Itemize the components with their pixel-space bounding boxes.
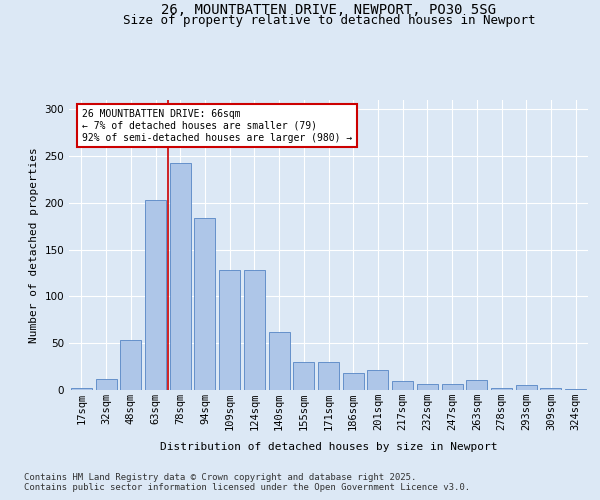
Text: Contains HM Land Registry data © Crown copyright and database right 2025.: Contains HM Land Registry data © Crown c… (24, 472, 416, 482)
Bar (170, 162, 191, 390)
Text: Size of property relative to detached houses in Newport: Size of property relative to detached ho… (122, 14, 535, 27)
Text: Distribution of detached houses by size in Newport: Distribution of detached houses by size … (160, 442, 497, 452)
Y-axis label: Number of detached properties: Number of detached properties (29, 147, 39, 343)
Bar (565, 389, 586, 390)
Bar (145, 200, 166, 390)
Bar (120, 340, 141, 390)
Bar (417, 384, 438, 390)
Bar (194, 218, 215, 390)
Bar (367, 370, 388, 390)
Bar (95, 379, 116, 390)
Text: Contains public sector information licensed under the Open Government Licence v3: Contains public sector information licen… (24, 484, 470, 492)
Text: 26, MOUNTBATTEN DRIVE, NEWPORT, PO30 5SG: 26, MOUNTBATTEN DRIVE, NEWPORT, PO30 5SG (161, 2, 496, 16)
Bar (244, 270, 265, 390)
Bar (516, 386, 537, 390)
Bar (293, 362, 314, 390)
Bar (442, 384, 463, 390)
Bar (71, 388, 92, 390)
Bar (392, 380, 413, 390)
Bar (219, 270, 240, 390)
Bar (269, 332, 290, 390)
Bar (491, 388, 512, 390)
Bar (541, 388, 562, 390)
Text: 26 MOUNTBATTEN DRIVE: 66sqm
← 7% of detached houses are smaller (79)
92% of semi: 26 MOUNTBATTEN DRIVE: 66sqm ← 7% of deta… (82, 110, 352, 142)
Bar (466, 380, 487, 390)
Bar (318, 362, 339, 390)
Bar (343, 373, 364, 390)
